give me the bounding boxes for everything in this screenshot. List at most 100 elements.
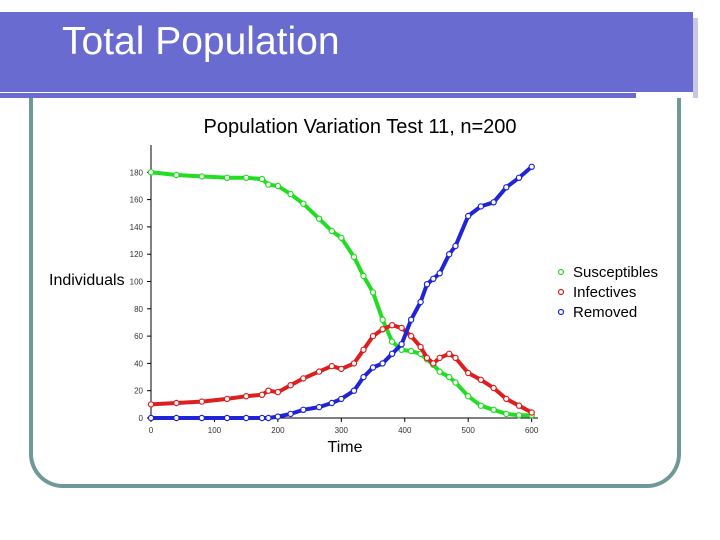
removed-point [379,360,386,367]
infectives-point [407,332,415,340]
infectives-point [430,360,437,367]
y-axis-label: Individuals [49,272,125,289]
susceptibles-point [147,169,155,176]
removed-point [503,184,510,191]
removed-point [258,414,266,422]
susceptibles-point [315,215,323,222]
removed-point [287,410,294,418]
x-tick-label: 200 [271,426,285,435]
infectives-point [446,350,453,357]
removed-point [350,387,358,394]
susceptibles-point [388,338,396,345]
y-tick-label: 60 [134,332,143,341]
removed-point [436,270,443,277]
removed-point [338,395,345,403]
infectives-point [490,384,497,392]
susceptibles-point [360,272,367,280]
y-tick-label: 80 [134,305,143,314]
infectives-point [477,376,485,383]
removed-point [265,414,272,422]
series-removed [147,163,535,422]
susceptibles-point [274,182,282,190]
removed-point [369,364,377,371]
infectives-point [147,401,155,408]
legend-marker-susceptibles [557,268,565,276]
susceptibles-point [446,373,453,381]
susceptibles-point [350,253,358,261]
infectives-point [465,369,472,377]
legend-label-infectives: Infectives [573,284,636,301]
susceptibles-point [242,174,250,181]
infectives-point [287,382,294,389]
susceptibles-point [300,200,307,207]
removed-point [315,403,323,411]
title-underline [0,93,636,98]
infectives-point [360,346,367,353]
y-tick-label: 40 [134,359,143,368]
susceptibles-point [328,227,335,235]
removed-point [242,414,250,422]
infectives-point [379,326,386,333]
legend-label-susceptibles: Susceptibles [573,264,658,281]
infectives-point [274,388,282,396]
infectives-point [436,354,443,362]
susceptibles-point [369,289,377,296]
infectives-point [503,395,510,403]
plot-marks [147,163,535,422]
removed-point [300,406,307,413]
infectives-point [338,365,345,373]
infectives-point [198,398,205,405]
x-tick-label: 500 [462,426,476,435]
susceptibles-point [198,173,205,180]
infectives-point [417,343,424,351]
susceptibles-point [338,234,345,241]
y-tick-label: 140 [130,223,144,232]
removed-point [452,242,459,250]
infectives-point [515,402,523,409]
infectives-point [528,409,535,416]
infectives-point [328,362,335,370]
infectives-point [242,393,250,400]
x-tick-label: 100 [208,426,222,435]
removed-point [407,316,415,323]
removed-line [151,165,534,420]
legend-label-removed: Removed [573,304,637,321]
susceptibles-point [265,181,272,188]
infectives-point [315,368,323,375]
x-tick-label: 300 [335,426,349,435]
infectives-point [300,375,307,382]
susceptibles-point [465,393,472,400]
y-tick-label: 160 [130,196,144,205]
y-tick-label: 120 [130,250,144,259]
infectives-point [265,387,272,394]
removed-point [173,414,180,422]
removed-point [423,281,431,288]
infectives-point [452,354,459,362]
x-tick-label: 400 [398,426,412,435]
y-tick-label: 180 [130,168,144,177]
x-tick-label: 0 [149,426,154,435]
legend-box [543,262,671,325]
infectives-point [258,391,266,398]
chart-title: Population Variation Test 11, n=200 [203,116,516,138]
title-bar [0,12,698,98]
infectives-point [398,324,405,332]
removed-point [198,414,205,422]
title-bar-shadow [693,18,698,98]
susceptibles-point [452,379,459,386]
slide-frame [29,98,681,488]
y-tick-label: 100 [130,278,144,287]
removed-point [223,414,231,422]
removed-point [477,203,485,210]
slide-title: Total Population [62,20,340,63]
removed-point [490,199,497,206]
removed-point [360,373,367,381]
removed-point [398,341,405,348]
removed-point [430,275,437,282]
legend-marker-infectives [557,288,565,296]
susceptibles-point [515,412,523,419]
series-infectives [147,322,535,416]
infectives-point [173,399,180,407]
removed-point [515,174,523,181]
